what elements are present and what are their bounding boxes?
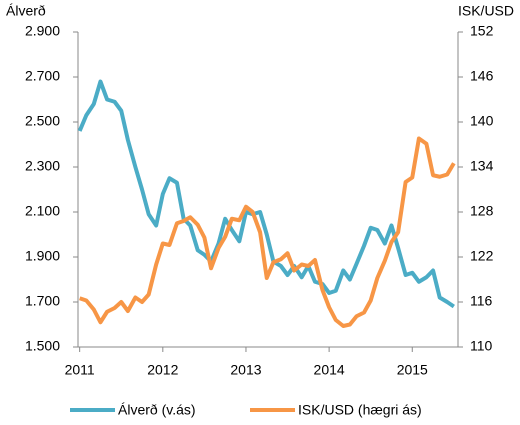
y2-tick-label: 122 [470,248,494,264]
y-tick-label: 1.900 [25,248,60,264]
y-axis-title: Álverð [6,3,46,19]
x-tick-label: 2015 [397,362,428,378]
x-tick-label: 2013 [230,362,261,378]
y-tick-label: 2.100 [25,203,60,219]
y2-axis-title: ISK/USD [458,3,514,19]
y2-tick-label: 140 [470,113,494,129]
y2-tick-label: 116 [470,293,493,309]
legend-label: Álverð (v.ás) [118,402,196,418]
y-tick-label: 2.500 [25,113,60,129]
series-line [79,136,456,328]
y2-tick-label: 134 [470,158,494,174]
y2-tick-label: 128 [470,203,494,219]
x-tick-label: 2012 [147,362,178,378]
y-tick-label: 2.700 [25,68,60,84]
x-tick-label: 2011 [65,362,95,378]
y-tick-label: 1.700 [25,293,60,309]
series-line [77,79,455,309]
y-tick-label: 2.300 [25,158,60,174]
y2-tick-label: 146 [470,68,494,84]
y-tick-label: 2.900 [25,23,60,39]
x-tick-label: 2014 [314,362,345,378]
y-tick-label: 1.500 [25,338,60,354]
y2-tick-label: 110 [470,338,493,354]
legend-label: ISK/USD (hægri ás) [298,402,422,418]
y2-tick-label: 152 [470,23,494,39]
